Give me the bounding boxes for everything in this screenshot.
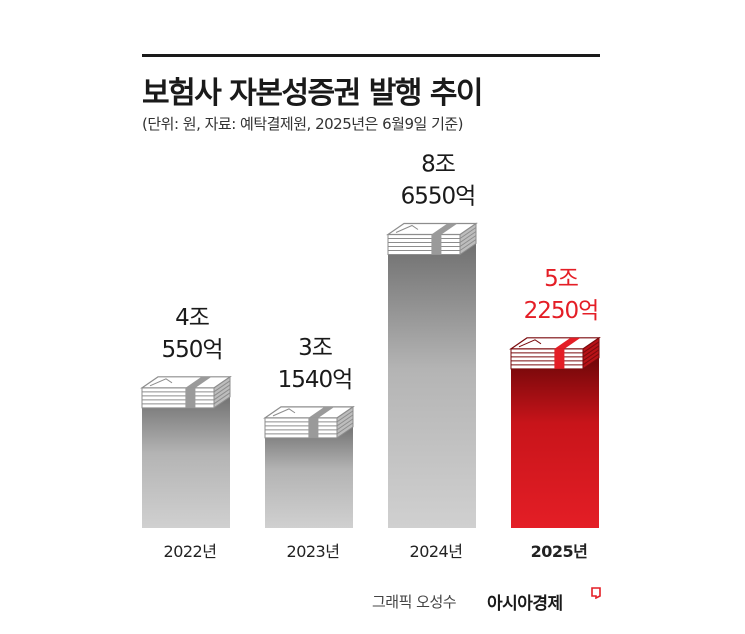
chart-subtitle: (단위: 원, 자료: 예탁결제원, 2025년은 6월9일 기준) bbox=[142, 115, 464, 133]
brand-logo: 아시아경제 bbox=[487, 594, 563, 614]
top-rule bbox=[142, 54, 600, 57]
x-tick-label: 2022년 bbox=[164, 542, 217, 561]
chart-title: 보험사 자본성증권 발행 추이 bbox=[142, 76, 484, 111]
data-label-hundred-million: 1540억 bbox=[278, 367, 353, 393]
brand-mark-icon bbox=[591, 587, 601, 599]
data-label-trillion: 5조 bbox=[544, 266, 578, 292]
data-label-trillion: 3조 bbox=[298, 335, 332, 361]
data-label-hundred-million: 2250억 bbox=[524, 298, 599, 324]
banknote-stack-icon bbox=[263, 405, 355, 439]
banknote-stack-icon bbox=[140, 375, 232, 409]
bar-2 bbox=[265, 422, 353, 528]
graphic-credit: 그래픽 오성수 bbox=[372, 593, 457, 611]
bar-3 bbox=[388, 239, 476, 528]
x-tick-label: 2023년 bbox=[287, 542, 340, 561]
data-label-trillion: 8조 bbox=[421, 152, 455, 178]
data-label-trillion: 4조 bbox=[175, 305, 209, 331]
data-label-hundred-million: 550억 bbox=[161, 337, 222, 363]
x-tick-label: 2024년 bbox=[410, 542, 463, 561]
data-label-hundred-million: 6550억 bbox=[401, 184, 476, 210]
banknote-stack-icon bbox=[509, 336, 601, 370]
x-tick-label: 2025년 bbox=[531, 542, 588, 561]
bar-1 bbox=[142, 392, 230, 528]
bar-4 bbox=[511, 353, 599, 528]
banknote-stack-icon bbox=[386, 222, 478, 256]
